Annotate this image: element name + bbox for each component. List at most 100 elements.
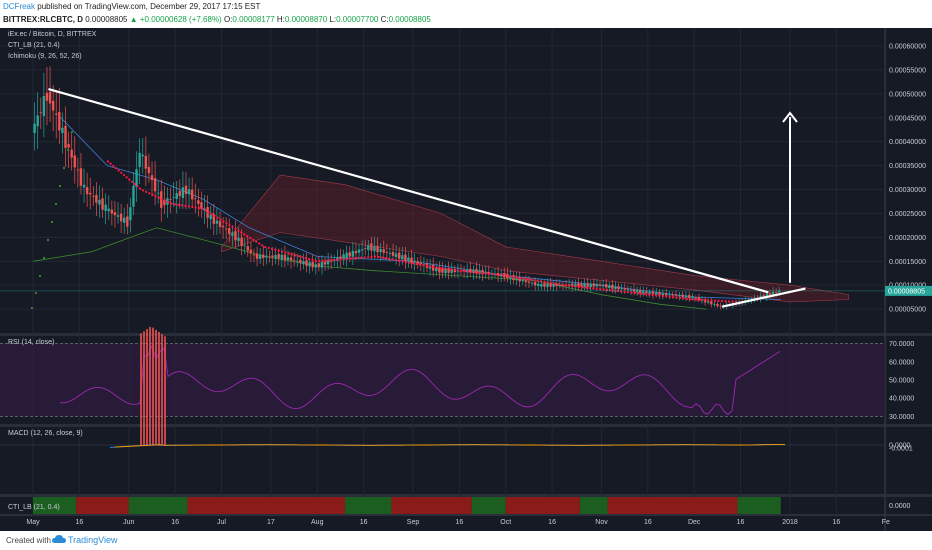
time-axis-label: 16 xyxy=(548,519,556,526)
candle-body xyxy=(441,268,444,273)
candle-body xyxy=(710,301,713,305)
time-axis-label: Fe xyxy=(882,519,890,526)
candle-body xyxy=(85,187,89,195)
candle-body xyxy=(771,291,775,296)
descending-trendline xyxy=(48,87,769,294)
candle-body xyxy=(391,251,395,256)
candle-body xyxy=(546,283,549,288)
cti-segment xyxy=(471,497,506,514)
candle-body xyxy=(58,111,61,131)
candle-body xyxy=(716,304,719,307)
candle-body xyxy=(617,286,620,290)
candle-body xyxy=(521,279,524,282)
high-value: 0.00008870 xyxy=(284,15,328,24)
candle-body xyxy=(762,295,765,297)
footer: Created with TradingView xyxy=(0,531,932,550)
candle-body xyxy=(119,213,123,222)
macd-legend[interactable]: MACD (12, 26, close, 9) xyxy=(8,430,83,437)
candle-body xyxy=(586,283,589,287)
rsi-line xyxy=(59,344,781,416)
candle-body xyxy=(382,249,385,253)
candle-body xyxy=(246,246,249,251)
price-axis-label: 0.00050000 xyxy=(889,91,926,98)
ichimoku-base-line xyxy=(60,117,781,300)
candle-body xyxy=(252,254,256,256)
cti-segment xyxy=(76,497,129,514)
candle-body xyxy=(373,246,376,252)
price-axis-label: 0.00030000 xyxy=(889,187,926,194)
candle-body xyxy=(592,283,596,287)
candle-body xyxy=(64,125,67,148)
candle-body xyxy=(611,284,614,289)
candle-body xyxy=(150,175,154,181)
candle-body xyxy=(70,149,73,158)
author-link[interactable]: DCFreak xyxy=(3,2,36,11)
price-axis-label: 0.00020000 xyxy=(889,235,926,242)
cti-segment xyxy=(607,497,738,514)
candle-body xyxy=(626,289,630,290)
symbol-line: BITTREX:RLCBTC, D 0.00008805 ▲ +0.000006… xyxy=(3,15,431,24)
candle-body xyxy=(166,198,169,205)
candle-body xyxy=(540,284,543,287)
candle-body xyxy=(221,225,225,228)
rsi-band xyxy=(0,343,885,417)
candle-body xyxy=(401,255,404,260)
time-axis-label: May xyxy=(26,519,40,526)
created-with-label: Created with xyxy=(6,536,51,545)
candle-body xyxy=(181,187,185,199)
tradingview-brand-link[interactable]: TradingView xyxy=(68,535,118,545)
candle-body xyxy=(283,254,287,261)
candle-body xyxy=(558,284,562,286)
candle-body xyxy=(98,199,101,205)
candle-body xyxy=(197,200,200,204)
candle-body xyxy=(292,259,296,261)
candle-body xyxy=(515,277,518,281)
candle-body xyxy=(465,269,469,273)
candle-body xyxy=(574,283,577,288)
cti-segment xyxy=(128,497,188,514)
ichimoku-legend[interactable]: Ichimoku (9, 26, 52, 26) xyxy=(8,53,82,60)
candle-body xyxy=(774,291,778,293)
cti-segment xyxy=(579,497,608,514)
main-pane-title[interactable]: iEx.ec / Bitcoin, D, BITTREX xyxy=(8,31,97,38)
candle-body xyxy=(376,245,379,253)
candle-body xyxy=(129,207,132,221)
candle-body xyxy=(549,283,552,287)
candle-body xyxy=(92,196,95,197)
cti-indicator-legend[interactable]: CTI_LB (21, 0.4) xyxy=(8,42,60,49)
rsi-legend[interactable]: RSI (14, close) xyxy=(8,339,55,346)
candle-body xyxy=(55,113,58,115)
price-axis-label: 0.00015000 xyxy=(889,259,926,266)
macd-axis-label: -0.0001 xyxy=(889,446,913,453)
price-axis-label: 0.00040000 xyxy=(889,139,926,146)
cti-green-dot xyxy=(62,166,66,170)
candle-body xyxy=(493,273,497,275)
candle-body xyxy=(472,269,475,274)
rsi-axis-label: 50.0000 xyxy=(889,378,914,385)
rsi-axis-label: 60.0000 xyxy=(889,359,914,366)
cti-axis-label: 0.0000 xyxy=(889,503,911,510)
rsi-axis-label: 70.0000 xyxy=(889,341,914,348)
pane-separator xyxy=(0,333,932,336)
price-axis-label: 0.00005000 xyxy=(889,307,926,314)
candle-body xyxy=(231,232,234,236)
time-axis-label: Nov xyxy=(595,519,608,526)
candle-body xyxy=(623,288,626,290)
macd-axis-label: 0.0000 xyxy=(889,443,911,450)
time-axis-label: 16 xyxy=(737,519,745,526)
candle-body xyxy=(67,144,70,148)
chart-area[interactable]: 0.00060000 0.00055000 0.00050000 0.00045000… xyxy=(0,28,932,531)
chart-canvas[interactable]: 0.00060000 0.00055000 0.00050000 0.00045000… xyxy=(0,28,932,531)
cti-green-dot xyxy=(30,306,34,310)
time-axis-label: Jul xyxy=(217,519,226,526)
cti-segment xyxy=(737,497,781,514)
candle-body xyxy=(113,212,117,216)
candle-body xyxy=(719,305,722,307)
candle-body xyxy=(360,249,364,251)
candle-body xyxy=(555,283,558,287)
candle-body xyxy=(658,292,661,296)
cti-pane-legend[interactable]: CTI_LB (21, 0.4) xyxy=(8,504,60,511)
rsi-axis-label: 40.0000 xyxy=(889,396,914,403)
candle-body xyxy=(342,254,345,261)
candle-body xyxy=(552,283,555,287)
